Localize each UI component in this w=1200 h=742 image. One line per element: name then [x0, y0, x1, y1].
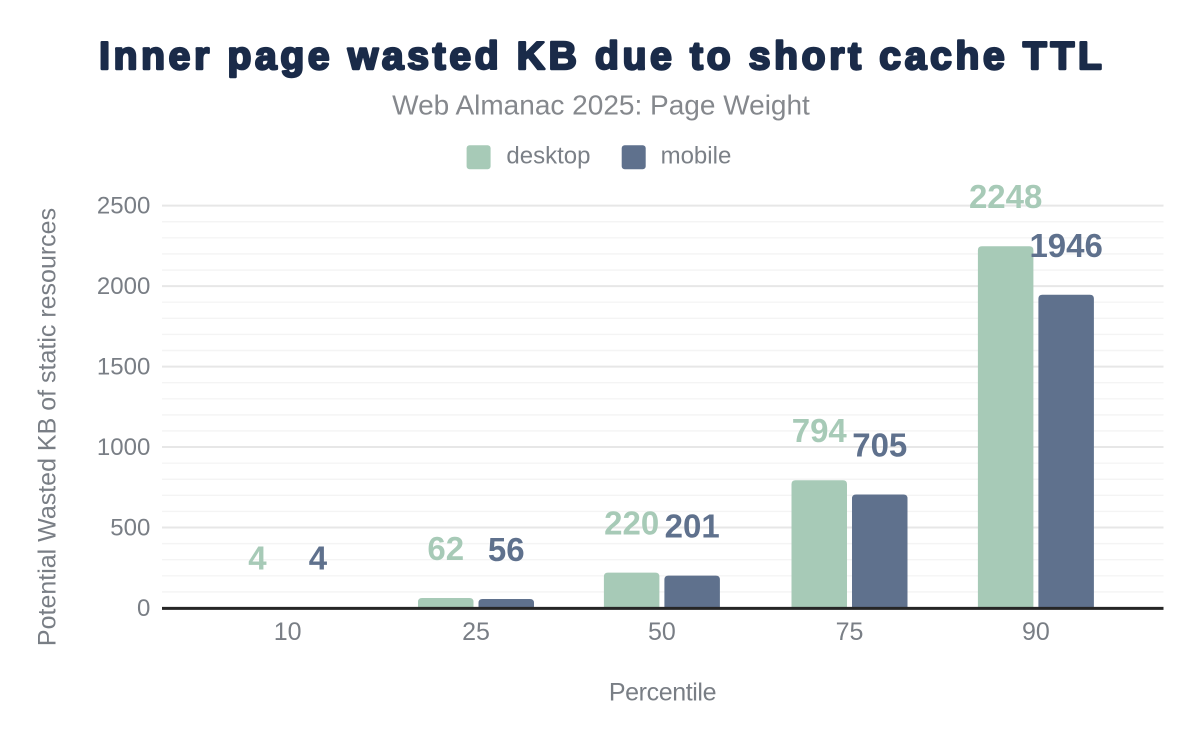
- svg-text:Percentile: Percentile: [609, 678, 716, 706]
- svg-text:75: 75: [836, 618, 864, 646]
- svg-text:Web Almanac 2025: Page Weight: Web Almanac 2025: Page Weight: [392, 89, 810, 120]
- svg-text:50: 50: [648, 618, 676, 646]
- svg-text:56: 56: [488, 531, 525, 568]
- svg-text:220: 220: [604, 505, 659, 542]
- svg-text:1500: 1500: [97, 353, 150, 380]
- svg-text:1946: 1946: [1029, 227, 1102, 264]
- svg-text:mobile: mobile: [661, 143, 732, 170]
- svg-text:0: 0: [137, 595, 150, 622]
- svg-text:705: 705: [852, 427, 907, 464]
- svg-text:2000: 2000: [97, 273, 150, 300]
- svg-text:1000: 1000: [97, 434, 150, 461]
- svg-text:62: 62: [427, 530, 464, 567]
- svg-text:4: 4: [309, 539, 328, 576]
- svg-text:90: 90: [1022, 618, 1050, 646]
- svg-text:Inner page wasted KB due to sh: Inner page wasted KB due to short cache …: [99, 35, 1105, 78]
- svg-text:500: 500: [110, 514, 150, 541]
- svg-text:2248: 2248: [969, 178, 1042, 215]
- svg-text:794: 794: [792, 412, 848, 449]
- svg-text:2500: 2500: [97, 192, 150, 219]
- svg-text:desktop: desktop: [506, 143, 590, 170]
- svg-text:Potential Wasted KB of static: Potential Wasted KB of static resources: [34, 208, 62, 646]
- svg-text:201: 201: [665, 508, 720, 545]
- svg-text:10: 10: [274, 618, 302, 646]
- svg-text:25: 25: [462, 618, 490, 646]
- svg-text:4: 4: [248, 539, 267, 576]
